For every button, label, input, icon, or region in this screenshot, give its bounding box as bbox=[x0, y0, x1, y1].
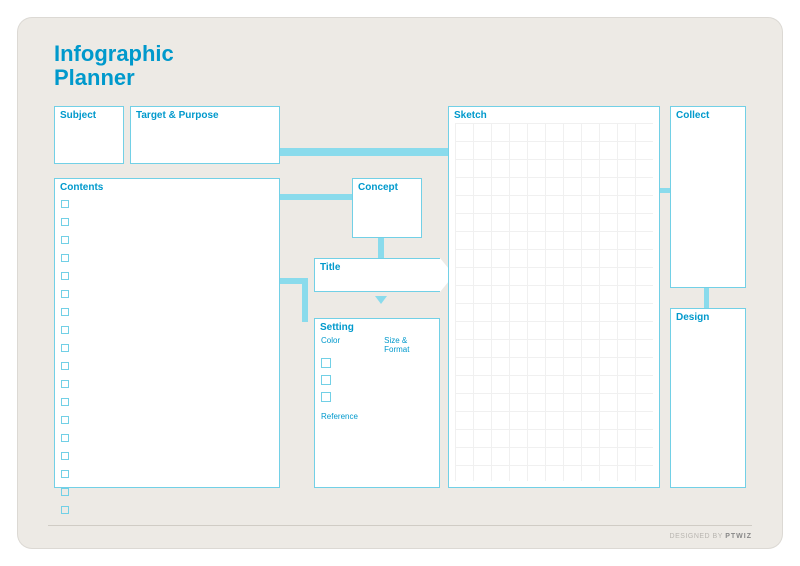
sketch-grid bbox=[455, 123, 653, 481]
contents-checkbox[interactable] bbox=[61, 272, 69, 280]
contents-checkbox[interactable] bbox=[61, 218, 69, 226]
contents-checkbox[interactable] bbox=[61, 200, 69, 208]
setting-color-swatches bbox=[315, 354, 439, 406]
contents-checkbox[interactable] bbox=[61, 452, 69, 460]
footer-prefix: DESIGNED BY bbox=[670, 533, 723, 540]
contents-checkbox[interactable] bbox=[61, 362, 69, 370]
setting-reference-label: Reference bbox=[315, 406, 439, 421]
title-line2: Planner bbox=[54, 66, 174, 90]
target-card: Target & Purpose bbox=[130, 106, 280, 164]
contents-checkbox[interactable] bbox=[61, 344, 69, 352]
contents-checkbox[interactable] bbox=[61, 290, 69, 298]
sketch-title: Sketch bbox=[449, 107, 659, 124]
contents-checkbox[interactable] bbox=[61, 380, 69, 388]
setting-title: Setting bbox=[315, 319, 439, 336]
contents-title: Contents bbox=[55, 179, 279, 196]
connector-concept-title-arrow bbox=[375, 296, 387, 304]
sketch-card: Sketch bbox=[448, 106, 660, 488]
setting-size-label: Size & Format bbox=[384, 336, 433, 354]
contents-checkbox[interactable] bbox=[61, 488, 69, 496]
footer-divider bbox=[48, 525, 752, 526]
connector-title-setting-v bbox=[302, 278, 308, 322]
connector-contents-concept-h bbox=[280, 194, 352, 200]
target-title: Target & Purpose bbox=[131, 107, 279, 124]
contents-checkbox[interactable] bbox=[61, 236, 69, 244]
connector-title-setting-h bbox=[280, 278, 308, 284]
color-swatch[interactable] bbox=[321, 392, 331, 402]
design-title: Design bbox=[671, 309, 745, 326]
page-title: Infographic Planner bbox=[54, 42, 174, 90]
concept-title: Concept bbox=[353, 179, 421, 196]
planner-board: Infographic Planner Subject Target & Pur… bbox=[18, 18, 782, 548]
collect-title: Collect bbox=[671, 107, 745, 124]
contents-checkbox[interactable] bbox=[61, 398, 69, 406]
footer-credit: DESIGNED BY PTWIZ bbox=[670, 533, 752, 540]
collect-card: Collect bbox=[670, 106, 746, 288]
setting-color-label: Color bbox=[321, 336, 340, 354]
contents-checkbox[interactable] bbox=[61, 470, 69, 478]
title-title: Title bbox=[315, 259, 440, 276]
contents-checkbox[interactable] bbox=[61, 254, 69, 262]
connector-target-sketch bbox=[280, 148, 448, 156]
connector-concept-title-v bbox=[378, 238, 384, 258]
connector-collect-design-v bbox=[704, 288, 709, 308]
color-swatch[interactable] bbox=[321, 358, 331, 368]
contents-checkbox[interactable] bbox=[61, 434, 69, 442]
color-swatch[interactable] bbox=[321, 375, 331, 385]
setting-row: Color Size & Format bbox=[315, 336, 439, 354]
contents-checkbox[interactable] bbox=[61, 326, 69, 334]
setting-card: Setting Color Size & Format Reference bbox=[314, 318, 440, 488]
contents-checkbox[interactable] bbox=[61, 308, 69, 316]
design-card: Design bbox=[670, 308, 746, 488]
footer-brand: PTWIZ bbox=[725, 533, 752, 540]
subject-card: Subject bbox=[54, 106, 124, 164]
connector-sketch-collect-h bbox=[660, 188, 670, 193]
contents-checkbox[interactable] bbox=[61, 416, 69, 424]
concept-card: Concept bbox=[352, 178, 422, 238]
title-card: Title bbox=[314, 258, 440, 292]
contents-checklist bbox=[55, 196, 279, 518]
title-line1: Infographic bbox=[54, 42, 174, 66]
subject-title: Subject bbox=[55, 107, 123, 124]
contents-checkbox[interactable] bbox=[61, 506, 69, 514]
contents-card: Contents bbox=[54, 178, 280, 488]
